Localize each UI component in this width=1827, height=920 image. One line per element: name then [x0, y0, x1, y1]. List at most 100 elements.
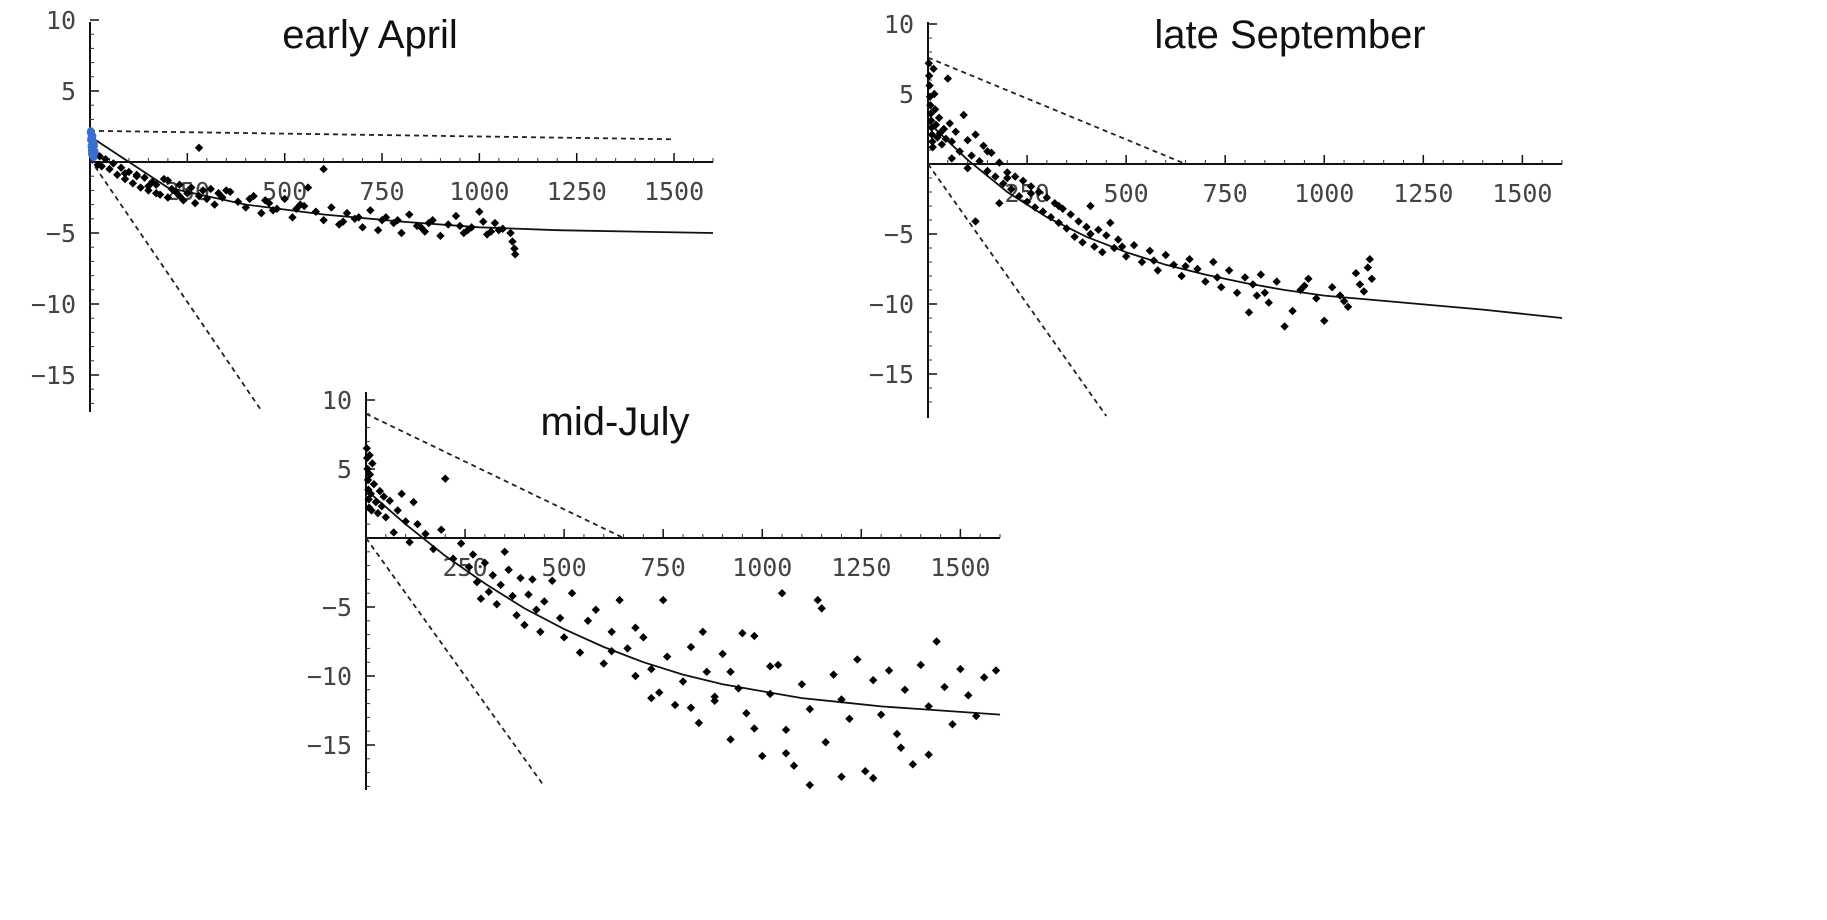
- data-point: [327, 203, 336, 212]
- data-point: [686, 642, 696, 652]
- data-point: [1070, 232, 1079, 241]
- y-tick-label: −15: [307, 731, 352, 760]
- data-point: [540, 597, 549, 606]
- data-point: [694, 718, 704, 728]
- data-point: [1209, 257, 1218, 267]
- y-tick-label: 10: [884, 10, 914, 39]
- y-tick-label: 10: [46, 6, 76, 35]
- data-point: [1038, 207, 1048, 216]
- fit-curve: [365, 489, 1001, 716]
- data-point: [510, 244, 519, 253]
- data-point: [1010, 172, 1020, 181]
- x-tick-label: 1000: [1294, 179, 1354, 208]
- x-tick-label: 750: [1203, 179, 1248, 208]
- data-point: [516, 573, 525, 583]
- data-point: [500, 547, 509, 556]
- data-point: [368, 459, 377, 468]
- panel-title: early April: [282, 13, 458, 57]
- data-point: [1026, 182, 1036, 191]
- data-point: [1098, 248, 1107, 257]
- upper-bound-line: [89, 129, 675, 141]
- data-point: [947, 137, 956, 146]
- data-point: [381, 513, 391, 522]
- data-point: [937, 140, 947, 149]
- data-point: [943, 74, 953, 83]
- data-point: [559, 633, 569, 642]
- data-point: [366, 206, 375, 215]
- data-point: [591, 605, 601, 614]
- data-point: [144, 186, 153, 195]
- data-point: [1240, 273, 1250, 282]
- data-point: [924, 750, 933, 759]
- data-point: [116, 163, 126, 172]
- data-point: [132, 172, 141, 181]
- data-point: [1181, 262, 1190, 271]
- data-point: [1280, 322, 1289, 331]
- data-point: [416, 223, 426, 232]
- data-point: [413, 520, 422, 529]
- data-point: [268, 206, 278, 215]
- data-point: [1217, 283, 1226, 292]
- data-point: [1110, 243, 1119, 253]
- data-point: [647, 664, 656, 674]
- y-tick-label: −5: [46, 219, 76, 248]
- data-point: [1193, 264, 1202, 274]
- data-point: [1086, 229, 1095, 239]
- data-point: [140, 173, 149, 182]
- data-point: [532, 605, 541, 614]
- data-point: [371, 497, 381, 507]
- lower-bound-line: [927, 163, 1108, 417]
- data-point: [365, 470, 375, 479]
- data-point: [817, 604, 826, 613]
- x-tick-label: 1000: [449, 177, 509, 206]
- data-point: [144, 181, 153, 191]
- data-point: [492, 600, 501, 609]
- data-point: [1304, 274, 1313, 283]
- panel-early-april: 105−5−10−15250500750100012501500early Ap…: [31, 6, 714, 412]
- data-point: [999, 179, 1008, 188]
- data-point: [222, 186, 231, 195]
- data-point: [934, 113, 944, 122]
- panel-mid-july: 10 5 −5 −10 −15 250 500 750 1000 1250 1500 mid-July: [307, 386, 1001, 790]
- data-point: [1114, 235, 1123, 244]
- data-point: [925, 81, 934, 90]
- data-point: [1256, 270, 1266, 279]
- data-point: [365, 451, 374, 460]
- data-point: [109, 159, 118, 168]
- lower-bound-line: [365, 537, 546, 787]
- data-point: [113, 170, 122, 179]
- data-point: [198, 186, 208, 195]
- data-point: [496, 580, 505, 590]
- data-point: [615, 595, 624, 605]
- data-point: [389, 528, 398, 537]
- data-point: [488, 571, 497, 580]
- data-point: [194, 191, 204, 201]
- panel-late-september: 105−5−10−15250500750100012501500late Sep…: [869, 10, 1563, 418]
- data-point: [342, 208, 352, 218]
- data-point: [397, 228, 406, 238]
- y-tick-label: −10: [31, 290, 76, 319]
- data-point: [1074, 217, 1083, 226]
- plot-area: [86, 127, 714, 412]
- y-tick-label: −15: [869, 360, 914, 389]
- data-point: [658, 595, 668, 605]
- data-point: [375, 486, 385, 496]
- data-point: [972, 711, 981, 721]
- data-point: [1252, 291, 1262, 300]
- data-point: [773, 660, 783, 670]
- data-point: [424, 218, 433, 228]
- data-point: [995, 199, 1004, 208]
- data-point: [1007, 185, 1016, 194]
- data-point: [292, 204, 301, 214]
- data-point: [1062, 224, 1071, 233]
- data-point: [631, 671, 640, 681]
- data-point: [319, 164, 328, 174]
- data-point: [373, 225, 383, 235]
- data-point: [1335, 291, 1345, 300]
- data-point: [869, 675, 878, 685]
- data-point: [528, 575, 537, 584]
- data-point: [1102, 231, 1111, 240]
- data-point: [175, 191, 184, 201]
- data-point: [303, 183, 313, 192]
